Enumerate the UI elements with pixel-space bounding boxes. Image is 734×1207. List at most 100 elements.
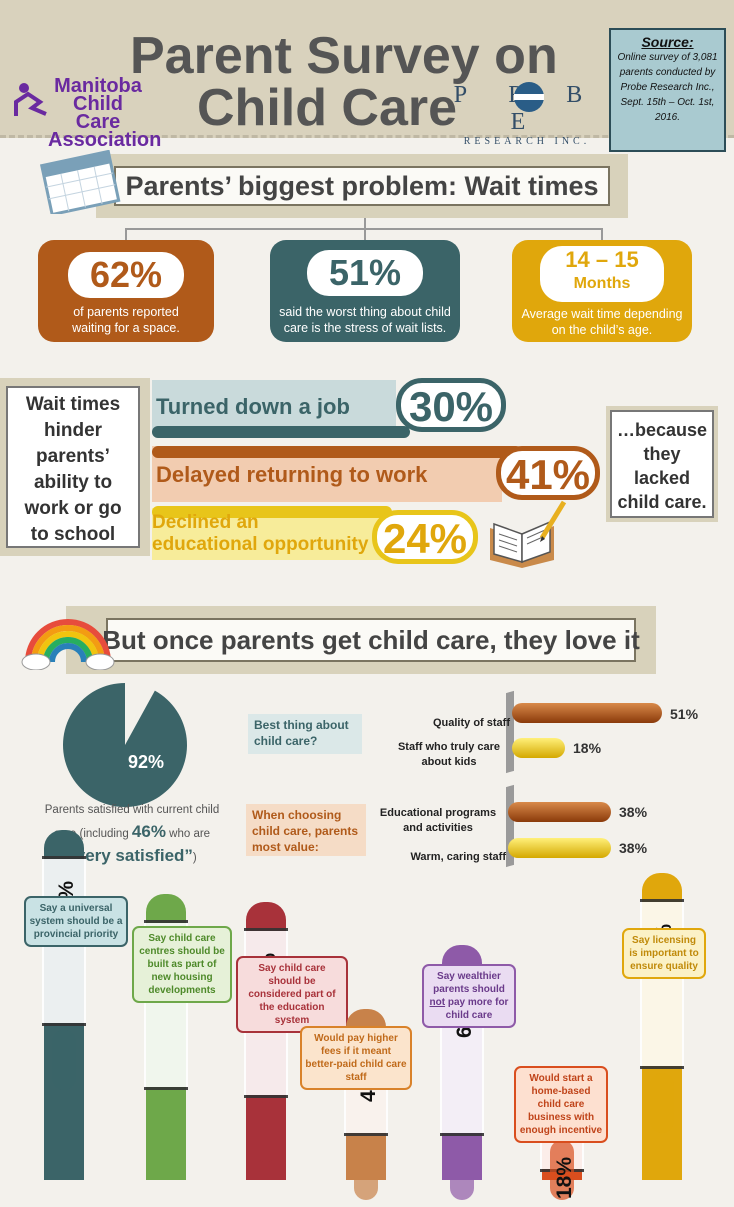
source-heading: Source:	[641, 34, 694, 50]
bar-label: Warm, caring staff	[410, 851, 506, 863]
source-line2: parents conducted by	[619, 67, 716, 78]
banner-love-it: But once parents get child care, they lo…	[66, 606, 656, 674]
value-work: 41%	[496, 446, 600, 500]
org-line3: Association	[48, 129, 162, 151]
crayon-callout: Say wealthier parents should not pay mor…	[422, 964, 516, 1028]
axis-bar-group1	[506, 690, 514, 774]
crayon-callout: Would start a home-based child care busi…	[514, 1066, 608, 1143]
probe-sub: RESEARCH INC.	[463, 136, 591, 147]
pie-text3: “very satisfied”)	[24, 845, 240, 869]
page-title-line2: Child Care	[197, 79, 458, 137]
bar-value: 38%	[619, 840, 648, 856]
crayon-oval	[550, 1140, 574, 1200]
label-edu: Declined an educational opportunity	[152, 512, 368, 556]
stat-value: 62%	[68, 252, 184, 298]
stat-box-62: 62% of parents reported waiting for a sp…	[38, 240, 214, 342]
pie-value: 92%	[128, 752, 165, 772]
callout-text: pay more for child care	[445, 997, 509, 1021]
crayon-oval	[154, 1094, 178, 1154]
pie-text2c: who are	[165, 828, 211, 840]
calendar-icon	[38, 149, 122, 219]
stat-pill: 14 – 15 Months	[540, 246, 664, 302]
banner-wait-times: Parents’ biggest problem: Wait times	[96, 154, 628, 218]
value-edu: 24%	[372, 510, 478, 564]
stat-text: care is the stress of wait lists.	[283, 321, 447, 335]
label-edu-line2: educational opportunity	[152, 534, 369, 555]
connector-line	[125, 228, 127, 242]
bar-staff-care	[512, 738, 565, 758]
stat-text: Average wait time depending	[521, 307, 683, 321]
crayon-oval	[450, 1140, 474, 1200]
crayon-callout: Say licensing is important to ensure qua…	[622, 928, 706, 979]
source-line4: Sept. 15th – Oct. 1st, 2016.	[620, 97, 715, 123]
stat-box-51: 51% said the worst thing about child car…	[270, 240, 460, 342]
stat-value: 14 – 15	[565, 247, 639, 272]
bar-bg-job	[152, 380, 396, 434]
mcca-name: Manitoba Child Care Association	[48, 75, 162, 151]
bar-warm-staff	[508, 838, 611, 858]
callout-not: not	[429, 997, 446, 1008]
crayon-oval	[650, 1073, 674, 1133]
left-box: Wait times hinder parents’ ability to wo…	[6, 386, 140, 548]
bar-edu-programs	[508, 802, 611, 822]
pie-slice-satisfied	[62, 683, 187, 807]
bar-line-job	[152, 426, 410, 438]
stat-text: of parents reported	[73, 305, 179, 319]
source-line3: Probe Research Inc.,	[620, 82, 715, 93]
org-line2: Child Care	[73, 93, 123, 133]
bar-value: 18%	[573, 740, 602, 756]
stat-value: 51%	[307, 250, 423, 296]
source-box: Source: Online survey of 3,081 parents c…	[609, 28, 726, 152]
bar-line-work	[152, 446, 522, 458]
crayon-bar	[42, 830, 86, 1180]
question-parents-value: When choosing child care, parents most v…	[246, 804, 366, 856]
bar-line-edu	[152, 506, 392, 518]
org-line1: Manitoba	[54, 75, 142, 97]
pie-text2b: 46%	[131, 822, 166, 841]
right-box: …because they lacked child care.	[610, 410, 714, 518]
label-edu-line1: Declined an	[152, 512, 259, 533]
satisfaction-pie	[62, 683, 187, 807]
pie-text1: Parents satisfied with current child	[44, 804, 220, 816]
pie-text3-end: )	[192, 852, 197, 864]
right-box-frame: …because they lacked child care.	[606, 406, 718, 522]
question-best-thing: Best thing about child care?	[248, 714, 362, 754]
label-work: Delayed returning to work	[156, 462, 428, 487]
book-icon	[484, 498, 570, 575]
crayon-callout: Would pay higher fees if it meant better…	[300, 1026, 412, 1090]
crayon-value: 18%	[553, 1156, 577, 1200]
connector-line	[364, 218, 366, 242]
crayon-oval	[52, 1030, 76, 1090]
rainbow-icon	[20, 602, 116, 675]
mcca-logo-icon	[12, 80, 52, 125]
crayon-wrapper	[640, 899, 684, 1069]
bar-value: 51%	[670, 706, 699, 722]
crayon-callout: Say child care should be considered part…	[236, 956, 348, 1033]
crayon-oval	[354, 1140, 378, 1200]
crayon-callout: Say child care centres should be built a…	[132, 926, 232, 1003]
source-line1: Online survey of 3,081	[617, 52, 718, 63]
stat-text: said the worst thing about child	[279, 305, 451, 319]
label-job: Turned down a job	[156, 394, 350, 419]
stat-text: on the child’s age.	[551, 323, 653, 337]
value-job: 30%	[396, 378, 506, 432]
crayon-bar	[244, 902, 288, 1180]
stat-box-months: 14 – 15 Months Average wait time dependi…	[512, 240, 692, 342]
page-title-line1: Parent Survey on	[130, 27, 558, 85]
crayon-bar	[640, 873, 684, 1180]
banner-wait-times-text: Parents’ biggest problem: Wait times	[114, 166, 610, 206]
stat-unit: Months	[573, 275, 631, 292]
connector-line	[601, 228, 603, 242]
probe-globe-icon	[514, 82, 544, 112]
bar-value: 38%	[619, 804, 648, 820]
banner-love-it-text: But once parents get child care, they lo…	[102, 618, 640, 662]
crayon-oval	[254, 1102, 278, 1162]
bar-label: Educational programs and activities	[379, 807, 497, 834]
crayon-callout: Say a universal system should be a provi…	[24, 896, 128, 947]
callout-text: Say wealthier parents should	[433, 971, 505, 995]
bar-label: Staff who truly care about kids	[397, 741, 501, 768]
left-box-frame: Wait times hinder parents’ ability to wo…	[0, 378, 150, 556]
bar-label: Quality of staff	[432, 717, 510, 729]
stat-text: waiting for a space.	[72, 321, 180, 335]
pie-text3-main: “very satisfied”	[67, 846, 193, 865]
